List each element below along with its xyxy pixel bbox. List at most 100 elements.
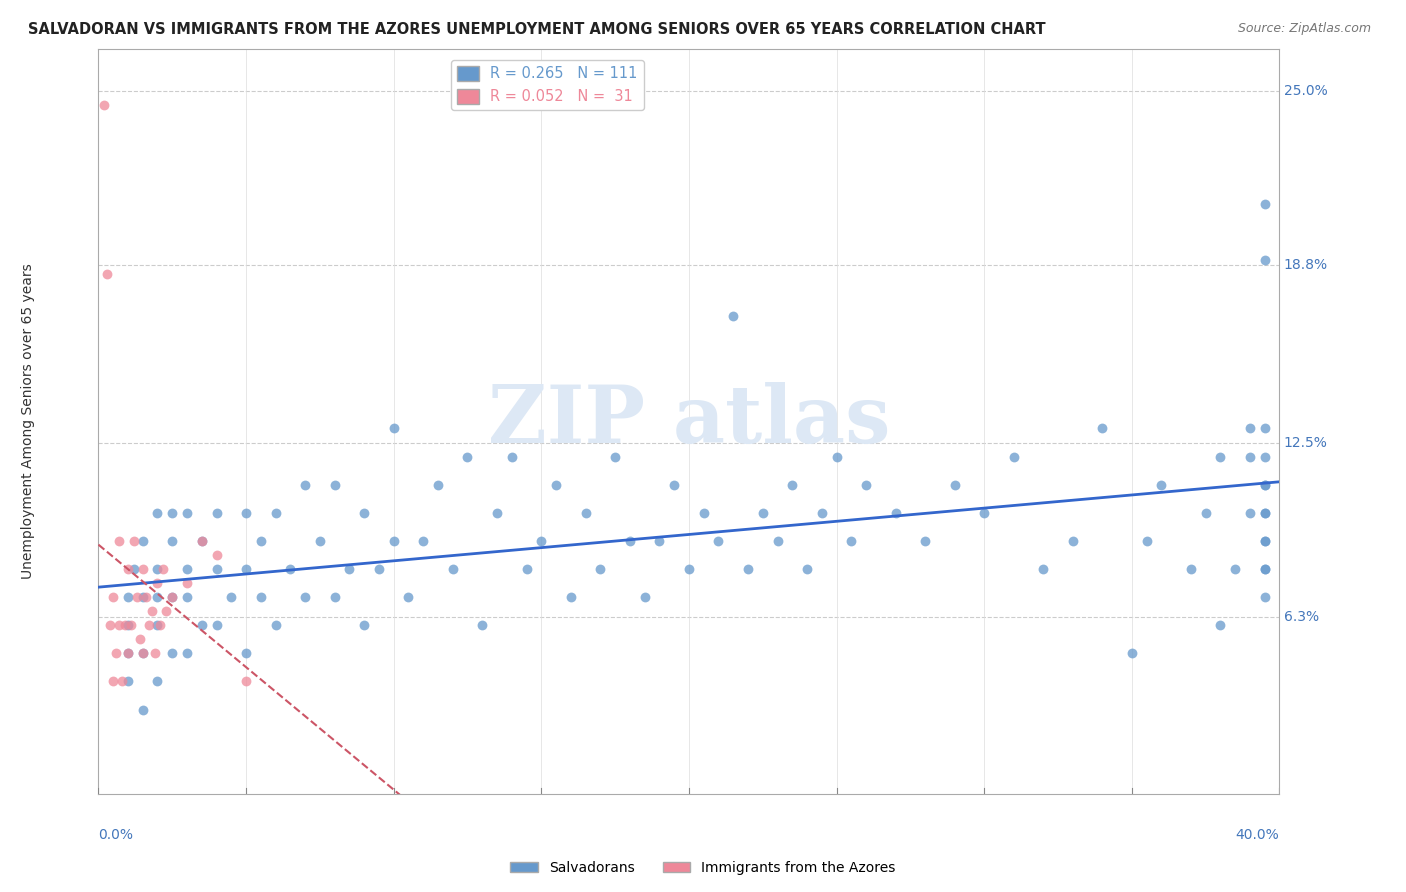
Point bbox=[132, 562, 155, 576]
Point bbox=[122, 562, 145, 576]
Point bbox=[382, 533, 405, 548]
Point bbox=[1062, 533, 1084, 548]
Text: 40.0%: 40.0% bbox=[1236, 828, 1279, 842]
Point bbox=[111, 674, 134, 689]
Text: 0.0%: 0.0% bbox=[98, 828, 134, 842]
Point bbox=[1254, 562, 1277, 576]
Point bbox=[1180, 562, 1202, 576]
Point bbox=[128, 632, 150, 647]
Point bbox=[132, 646, 155, 660]
Point bbox=[117, 646, 139, 660]
Point bbox=[146, 506, 169, 520]
Text: 18.8%: 18.8% bbox=[1284, 259, 1327, 272]
Point bbox=[176, 576, 198, 591]
Point bbox=[135, 590, 157, 604]
Point bbox=[235, 506, 257, 520]
Point bbox=[515, 562, 537, 576]
Point bbox=[191, 533, 214, 548]
Point bbox=[205, 506, 228, 520]
Point bbox=[146, 674, 169, 689]
Point bbox=[589, 562, 612, 576]
Point bbox=[146, 590, 169, 604]
Point bbox=[721, 309, 744, 323]
Point bbox=[138, 618, 160, 632]
Point bbox=[1032, 562, 1054, 576]
Point bbox=[1209, 618, 1232, 632]
Point bbox=[152, 562, 174, 576]
Point bbox=[103, 590, 125, 604]
Point bbox=[471, 618, 494, 632]
Point bbox=[855, 477, 877, 491]
Point bbox=[441, 562, 464, 576]
Point bbox=[132, 702, 155, 716]
Point bbox=[176, 646, 198, 660]
Point bbox=[205, 618, 228, 632]
Point bbox=[664, 477, 686, 491]
Point bbox=[943, 477, 966, 491]
Point bbox=[1135, 533, 1157, 548]
Point bbox=[125, 590, 148, 604]
Point bbox=[114, 618, 136, 632]
Point bbox=[146, 576, 169, 591]
Point bbox=[1254, 252, 1277, 267]
Point bbox=[353, 618, 375, 632]
Point bbox=[108, 533, 131, 548]
Point bbox=[235, 674, 257, 689]
Point bbox=[1254, 450, 1277, 464]
Point bbox=[278, 562, 302, 576]
Point bbox=[117, 562, 139, 576]
Point bbox=[1002, 450, 1025, 464]
Point bbox=[250, 590, 273, 604]
Point bbox=[633, 590, 655, 604]
Point bbox=[766, 533, 789, 548]
Point bbox=[560, 590, 582, 604]
Point bbox=[1254, 590, 1277, 604]
Point bbox=[117, 590, 139, 604]
Point bbox=[914, 533, 936, 548]
Point bbox=[973, 506, 995, 520]
Legend: R = 0.265   N = 111, R = 0.052   N =  31: R = 0.265 N = 111, R = 0.052 N = 31 bbox=[451, 60, 644, 110]
Point bbox=[205, 562, 228, 576]
Point bbox=[1239, 450, 1261, 464]
Point bbox=[427, 477, 450, 491]
Point bbox=[574, 506, 596, 520]
Point bbox=[205, 548, 228, 562]
Text: Unemployment Among Seniors over 65 years: Unemployment Among Seniors over 65 years bbox=[21, 264, 35, 579]
Point bbox=[810, 506, 832, 520]
Point bbox=[368, 562, 391, 576]
Point bbox=[1254, 421, 1277, 435]
Point bbox=[1254, 533, 1277, 548]
Point bbox=[1091, 421, 1114, 435]
Point bbox=[235, 646, 257, 660]
Point bbox=[544, 477, 567, 491]
Point bbox=[294, 477, 316, 491]
Point bbox=[149, 618, 172, 632]
Point bbox=[264, 506, 287, 520]
Point bbox=[155, 604, 177, 618]
Point bbox=[782, 477, 804, 491]
Point bbox=[309, 533, 332, 548]
Point bbox=[1254, 477, 1277, 491]
Point bbox=[707, 533, 730, 548]
Point bbox=[132, 533, 155, 548]
Point bbox=[323, 590, 346, 604]
Point bbox=[162, 590, 183, 604]
Point bbox=[1239, 506, 1261, 520]
Point bbox=[1254, 477, 1277, 491]
Point bbox=[396, 590, 419, 604]
Legend: Salvadorans, Immigrants from the Azores: Salvadorans, Immigrants from the Azores bbox=[505, 855, 901, 880]
Text: ZIP atlas: ZIP atlas bbox=[488, 383, 890, 460]
Point bbox=[1254, 196, 1277, 211]
Point bbox=[353, 506, 375, 520]
Point bbox=[162, 646, 183, 660]
Point bbox=[162, 506, 183, 520]
Point bbox=[146, 562, 169, 576]
Point bbox=[120, 618, 142, 632]
Point bbox=[648, 533, 671, 548]
Point bbox=[117, 618, 139, 632]
Point bbox=[1209, 450, 1232, 464]
Point bbox=[501, 450, 523, 464]
Point bbox=[108, 618, 131, 632]
Point bbox=[1254, 533, 1277, 548]
Point bbox=[191, 533, 214, 548]
